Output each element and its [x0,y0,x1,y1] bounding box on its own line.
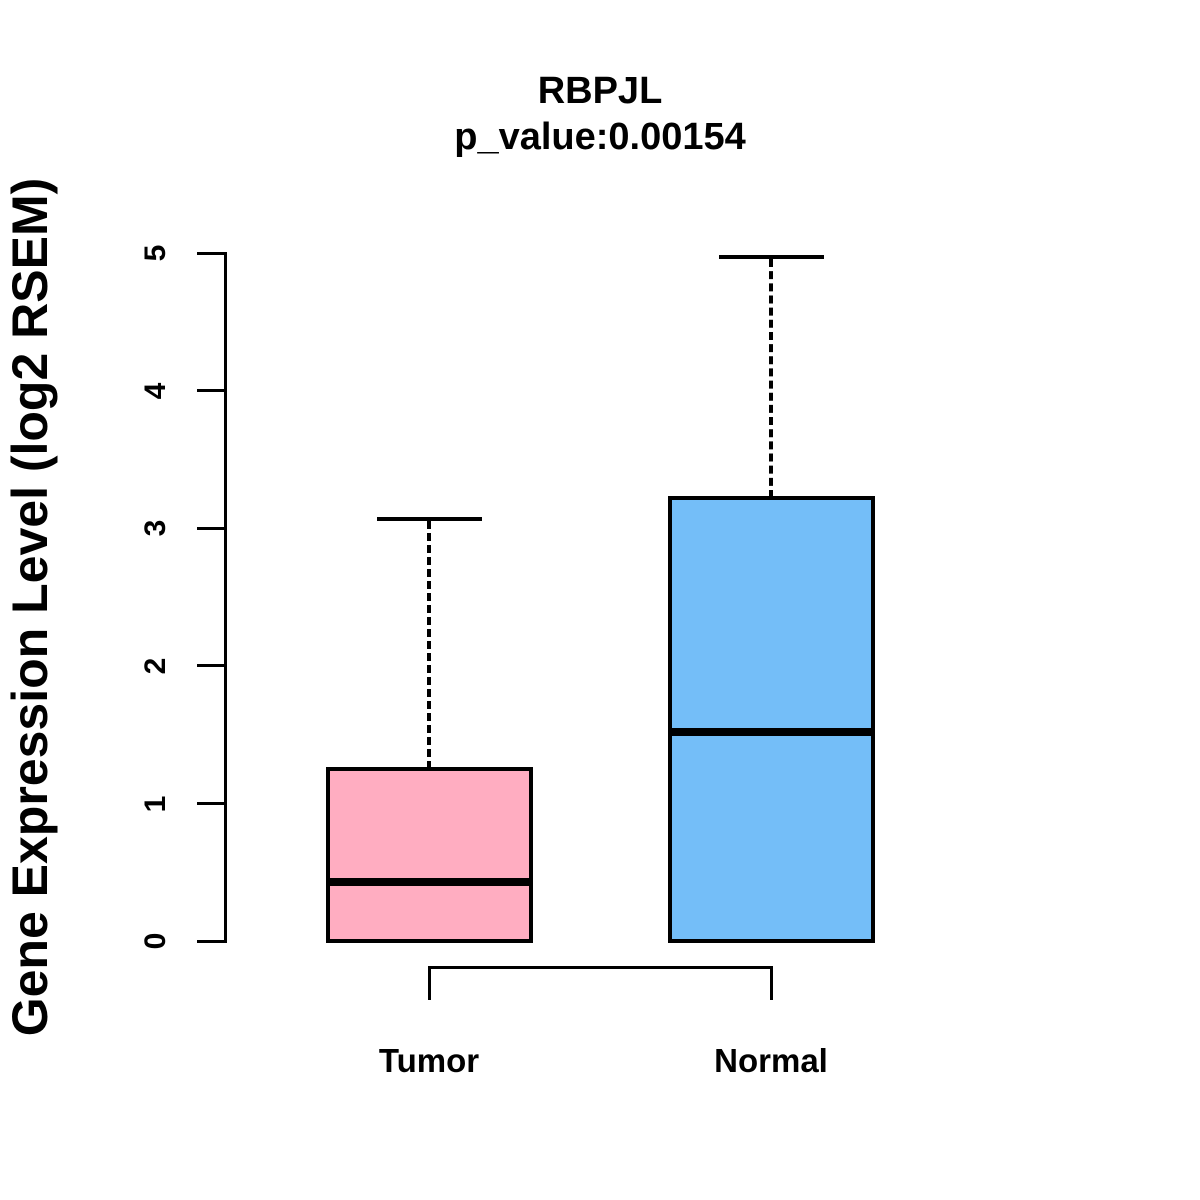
median-line-normal [671,727,871,736]
chart-subtitle: p_value:0.00154 [454,116,746,158]
x-axis-label-tumor: Tumor [378,1042,480,1079]
x-axis-bracket-tick-left [427,966,431,1000]
y-axis-tick-label: 5 [139,244,172,262]
y-axis-tick [197,251,224,255]
upper-whisker-tumor [427,520,431,770]
box-tumor [325,767,533,944]
y-axis-tick-label: 2 [139,657,172,675]
x-axis-label-normal: Normal [714,1042,828,1079]
y-axis-tick [197,389,224,393]
y-axis-tick-label: 0 [139,932,172,950]
y-axis-tick [197,526,224,530]
y-axis-tick-label: 4 [139,382,172,399]
upper-whisker-cap-tumor [376,516,482,521]
y-axis-tick [197,802,224,806]
y-axis-tick [197,664,224,668]
y-axis-tick-label: 3 [139,519,172,537]
box-normal [667,495,875,944]
upper-whisker-normal [769,259,773,498]
lower-whisker-cap-normal [718,939,824,944]
upper-whisker-cap-normal [718,255,824,260]
lower-whisker-cap-tumor [376,939,482,944]
y-axis-tick-label: 1 [139,795,172,812]
x-axis-bracket-line [427,966,773,969]
title-block: RBPJL p_value:0.00154 [0,68,1200,160]
y-axis-line [224,251,227,943]
median-line-tumor [329,878,529,886]
chart-title: RBPJL [537,70,663,112]
x-axis-bracket-tick-right [769,966,773,1000]
y-axis-tick [197,939,224,943]
